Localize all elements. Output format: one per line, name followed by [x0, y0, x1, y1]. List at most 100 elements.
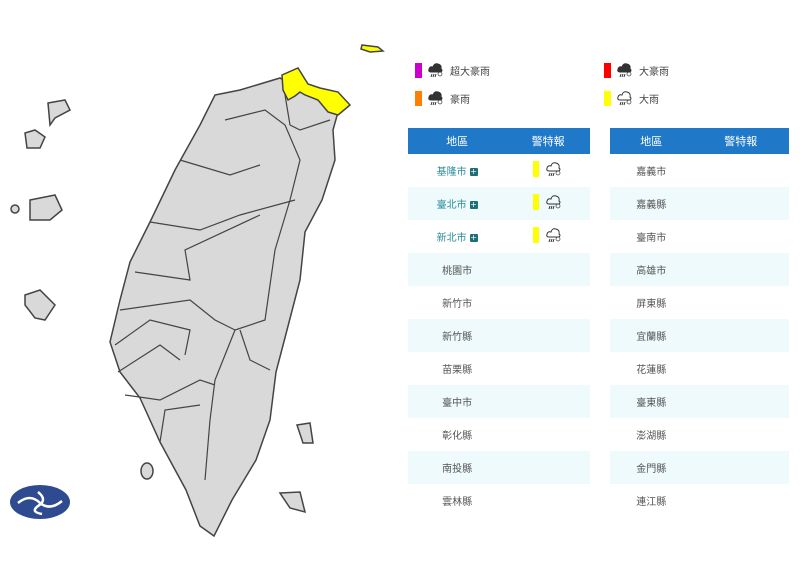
legend-swatch — [604, 90, 611, 106]
area-name: 花蓮縣 — [636, 365, 667, 376]
area-cell: 宜蘭縣 — [610, 319, 693, 352]
warning-cell — [506, 286, 590, 319]
table-row[interactable]: 金門縣 — [610, 451, 789, 484]
area-name: 臺北市 — [436, 200, 467, 211]
island-penghu[interactable] — [29, 194, 63, 221]
area-cell: 雲林縣 — [408, 484, 506, 517]
warning-table-left: 地區 警特報 基隆市 + 臺北市 + 新北市 + 桃園市 新竹市 新竹縣 苗栗縣 臺中市 彰化縣 南投縣 雲林… — [408, 128, 590, 517]
area-cell: 新竹市 — [408, 286, 506, 319]
warning-cell — [506, 187, 590, 220]
legend-item: 豪雨 — [415, 90, 470, 106]
warning-cell — [692, 451, 789, 484]
table-row[interactable]: 嘉義縣 — [610, 187, 789, 220]
legend-swatch — [415, 62, 422, 78]
warning-cell — [693, 352, 789, 385]
area-cell: 花蓮縣 — [610, 352, 693, 385]
area-cell[interactable]: 基隆市 + — [408, 154, 506, 187]
expand-plus-icon[interactable]: + — [469, 233, 478, 242]
area-cell[interactable]: 臺北市 + — [408, 187, 507, 220]
area-name: 新竹縣 — [442, 332, 473, 343]
area-name: 澎湖縣 — [636, 431, 667, 442]
area-name: 嘉義縣 — [636, 200, 667, 211]
table-row[interactable]: 雲林縣 — [408, 484, 590, 517]
header-warning: 警特報 — [692, 128, 789, 154]
warning-table-right: 地區 警特報嘉義市嘉義縣臺南市高雄市屏東縣宜蘭縣花蓮縣臺東縣澎湖縣金門縣連江縣 — [610, 128, 789, 517]
expand-plus-icon[interactable]: + — [469, 200, 478, 209]
area-name: 新竹市 — [442, 299, 473, 310]
warning-cell — [693, 154, 789, 187]
warned-island-pengjia[interactable] — [360, 44, 385, 53]
expand-plus-icon[interactable]: + — [469, 167, 478, 176]
table-row[interactable]: 新竹縣 — [408, 319, 590, 352]
area-cell: 臺南市 — [610, 220, 693, 253]
area-name: 屏東縣 — [636, 299, 667, 310]
table-row[interactable]: 新北市 + — [408, 220, 590, 253]
area-name: 嘉義市 — [636, 167, 667, 178]
warning-level-bar — [533, 227, 540, 243]
legend-swatch — [604, 62, 611, 78]
warning-cell — [506, 154, 590, 187]
area-name: 高雄市 — [636, 266, 667, 277]
table-row[interactable]: 彰化縣 — [408, 418, 590, 451]
area-name: 臺東縣 — [636, 398, 667, 409]
table-row[interactable]: 宜蘭縣 — [610, 319, 789, 352]
taiwan-warning-map — [10, 44, 385, 538]
warning-cell — [506, 220, 590, 253]
table-row[interactable]: 連江縣 — [610, 484, 789, 517]
area-name: 金門縣 — [636, 464, 667, 475]
warning-cell — [693, 484, 789, 517]
warning-cell — [506, 319, 590, 352]
table-row[interactable]: 苗栗縣 — [408, 352, 590, 385]
area-name: 南投縣 — [442, 464, 473, 475]
table-header: 地區 警特報 — [408, 128, 590, 154]
warning-cell — [506, 253, 590, 286]
table-row[interactable]: 基隆市 + — [408, 154, 590, 187]
legend-swatch — [415, 90, 422, 106]
warning-cell — [506, 451, 590, 484]
legend-label: 大雨 — [639, 94, 659, 106]
area-cell: 彰化縣 — [408, 418, 506, 451]
table-row[interactable]: 澎湖縣 — [610, 418, 789, 451]
island-matsu[interactable] — [24, 129, 46, 149]
area-name: 桃園市 — [442, 266, 473, 277]
warned-region-north[interactable] — [281, 67, 352, 116]
area-name: 臺中市 — [442, 398, 473, 409]
warning-cell — [506, 484, 590, 517]
table-row[interactable]: 屏東縣 — [610, 286, 789, 319]
area-cell: 連江縣 — [610, 484, 693, 517]
table-row[interactable]: 臺東縣 — [610, 385, 789, 418]
table-row[interactable]: 高雄市 — [610, 253, 789, 286]
legend-label: 超大豪雨 — [450, 66, 490, 78]
table-row[interactable]: 桃園市 — [408, 253, 590, 286]
area-name: 宜蘭縣 — [636, 332, 667, 343]
area-name: 基隆市 — [436, 167, 467, 178]
warning-level-bar — [533, 194, 540, 210]
area-cell: 苗栗縣 — [408, 352, 506, 385]
area-cell[interactable]: 新北市 + — [408, 220, 506, 253]
table-row[interactable]: 臺南市 — [610, 220, 789, 253]
cloud-rain-outline-icon — [546, 195, 561, 210]
table-row[interactable]: 臺北市 + — [408, 187, 590, 220]
area-cell: 新竹縣 — [408, 319, 507, 352]
area-cell: 臺中市 — [408, 385, 507, 418]
header-area: 地區 — [610, 128, 693, 154]
area-cell: 南投縣 — [408, 451, 507, 484]
warning-cell — [692, 319, 789, 352]
header-area: 地區 — [408, 128, 507, 154]
area-cell: 金門縣 — [610, 451, 693, 484]
area-name: 連江縣 — [636, 497, 667, 508]
table-row[interactable]: 新竹市 — [408, 286, 590, 319]
warning-cell — [693, 286, 789, 319]
warning-cell — [506, 418, 590, 451]
island-kinmen[interactable] — [47, 99, 71, 128]
heavy-cloud-rain-icon — [428, 91, 443, 106]
table-row[interactable]: 嘉義市 — [610, 154, 789, 187]
warning-level-bar — [533, 161, 540, 177]
table-row[interactable]: 南投縣 — [408, 451, 590, 484]
area-cell: 嘉義縣 — [610, 187, 693, 220]
table-row[interactable]: 花蓮縣 — [610, 352, 789, 385]
table-row[interactable]: 臺中市 — [408, 385, 590, 418]
area-cell: 屏東縣 — [610, 286, 693, 319]
heavy-cloud-rain-icon — [428, 63, 443, 78]
area-cell: 桃園市 — [408, 253, 507, 286]
